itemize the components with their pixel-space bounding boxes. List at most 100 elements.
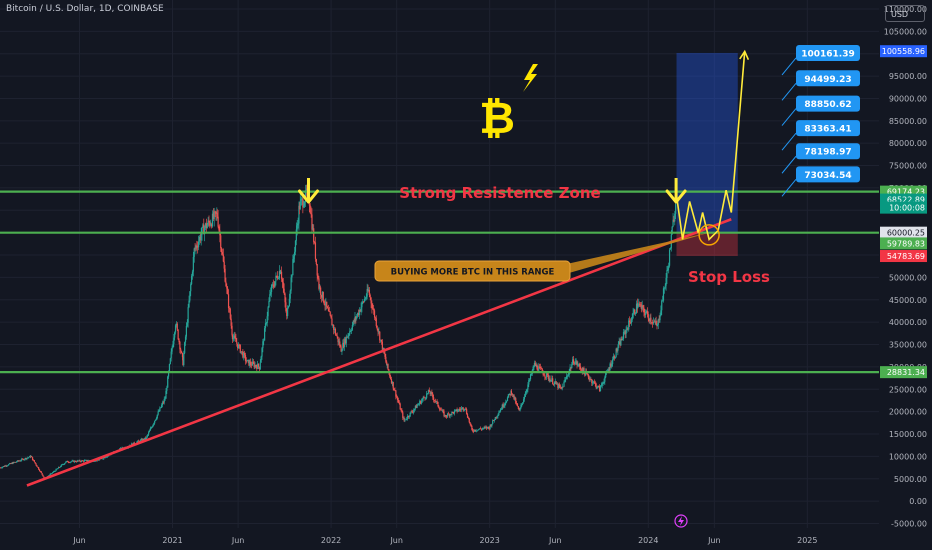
- candle-body: [246, 360, 248, 362]
- candle: [441, 408, 443, 413]
- candle-body: [668, 265, 670, 269]
- candle-body: [559, 384, 561, 387]
- candle: [648, 318, 650, 324]
- candle: [465, 407, 467, 410]
- candle: [316, 263, 318, 282]
- candle: [529, 373, 532, 382]
- candle-body: [363, 301, 365, 303]
- candle-body: [216, 212, 218, 217]
- candle-body: [348, 334, 350, 336]
- candle-body: [318, 278, 320, 289]
- target-label-text: 88850.62: [804, 100, 851, 110]
- candle: [611, 360, 613, 369]
- candle: [497, 413, 499, 419]
- candle: [506, 400, 508, 404]
- candle-body: [317, 275, 319, 279]
- candle-body: [270, 285, 273, 292]
- candle-body: [200, 234, 202, 241]
- candle: [254, 361, 256, 369]
- candle: [565, 373, 568, 380]
- price-axis-label-box: [880, 226, 927, 239]
- candle: [476, 430, 478, 432]
- candle-body: [267, 307, 269, 317]
- candle-body: [655, 321, 657, 324]
- candle: [609, 362, 611, 372]
- candle: [667, 265, 669, 272]
- candle: [587, 373, 589, 380]
- candle: [661, 299, 663, 316]
- candle: [79, 459, 81, 462]
- candle-body: [548, 378, 550, 380]
- candle: [532, 365, 534, 372]
- candle-body: [391, 381, 393, 384]
- candle: [322, 291, 324, 303]
- candle-body: [478, 429, 480, 431]
- candle-body: [578, 364, 580, 365]
- candle: [652, 317, 655, 325]
- candle: [424, 397, 426, 401]
- candle: [401, 408, 403, 414]
- candle: [594, 380, 596, 387]
- currency-button[interactable]: USD: [885, 5, 925, 22]
- candle: [612, 353, 615, 361]
- candle: [170, 348, 172, 362]
- candle: [564, 377, 566, 383]
- candle-body: [148, 432, 150, 435]
- candle-body: [21, 458, 24, 460]
- candle-body: [582, 367, 584, 373]
- candle-body: [522, 399, 525, 403]
- candle: [313, 224, 315, 245]
- candle: [343, 336, 346, 351]
- candle: [152, 424, 154, 428]
- candle: [449, 413, 451, 419]
- candle: [422, 395, 424, 402]
- candle: [284, 292, 286, 308]
- candle-body: [645, 313, 647, 316]
- candle-body: [157, 411, 159, 415]
- candle: [56, 468, 58, 470]
- candle-body: [297, 223, 299, 226]
- candle-body: [674, 213, 676, 222]
- candle: [511, 392, 513, 398]
- candle-body: [549, 378, 551, 382]
- candle: [38, 466, 40, 470]
- candle-body: [220, 235, 222, 249]
- candle-body: [521, 403, 523, 405]
- candle: [194, 242, 196, 252]
- candle-body: [359, 310, 361, 312]
- candle-body: [193, 248, 195, 257]
- candle: [453, 409, 456, 416]
- candle: [664, 283, 666, 290]
- candle-body: [590, 379, 592, 381]
- candle-body: [434, 400, 436, 402]
- candle-body: [203, 224, 205, 235]
- price-axis-label-text: 100558.96: [882, 47, 925, 56]
- candle: [5, 464, 7, 468]
- candle: [167, 375, 169, 388]
- candle-body: [384, 353, 386, 357]
- candle-body: [104, 457, 107, 459]
- candle: [655, 316, 657, 326]
- candle-body: [395, 390, 397, 397]
- candle-body: [227, 288, 229, 295]
- candle: [507, 394, 509, 399]
- candle-body: [379, 331, 381, 341]
- candle-body: [160, 407, 162, 409]
- candle: [529, 378, 531, 382]
- candle-body: [320, 294, 323, 298]
- candle: [357, 309, 360, 317]
- candle-body: [669, 248, 672, 250]
- candle-body: [604, 377, 606, 382]
- candle: [459, 407, 462, 412]
- candle: [412, 410, 414, 414]
- candle: [489, 424, 491, 430]
- candle-body: [173, 337, 175, 345]
- candle-body: [551, 378, 553, 381]
- candle: [317, 273, 319, 280]
- candle: [162, 400, 164, 405]
- candle-body: [217, 216, 219, 227]
- candle: [549, 375, 551, 383]
- candle: [443, 409, 445, 418]
- candle-body: [302, 198, 304, 208]
